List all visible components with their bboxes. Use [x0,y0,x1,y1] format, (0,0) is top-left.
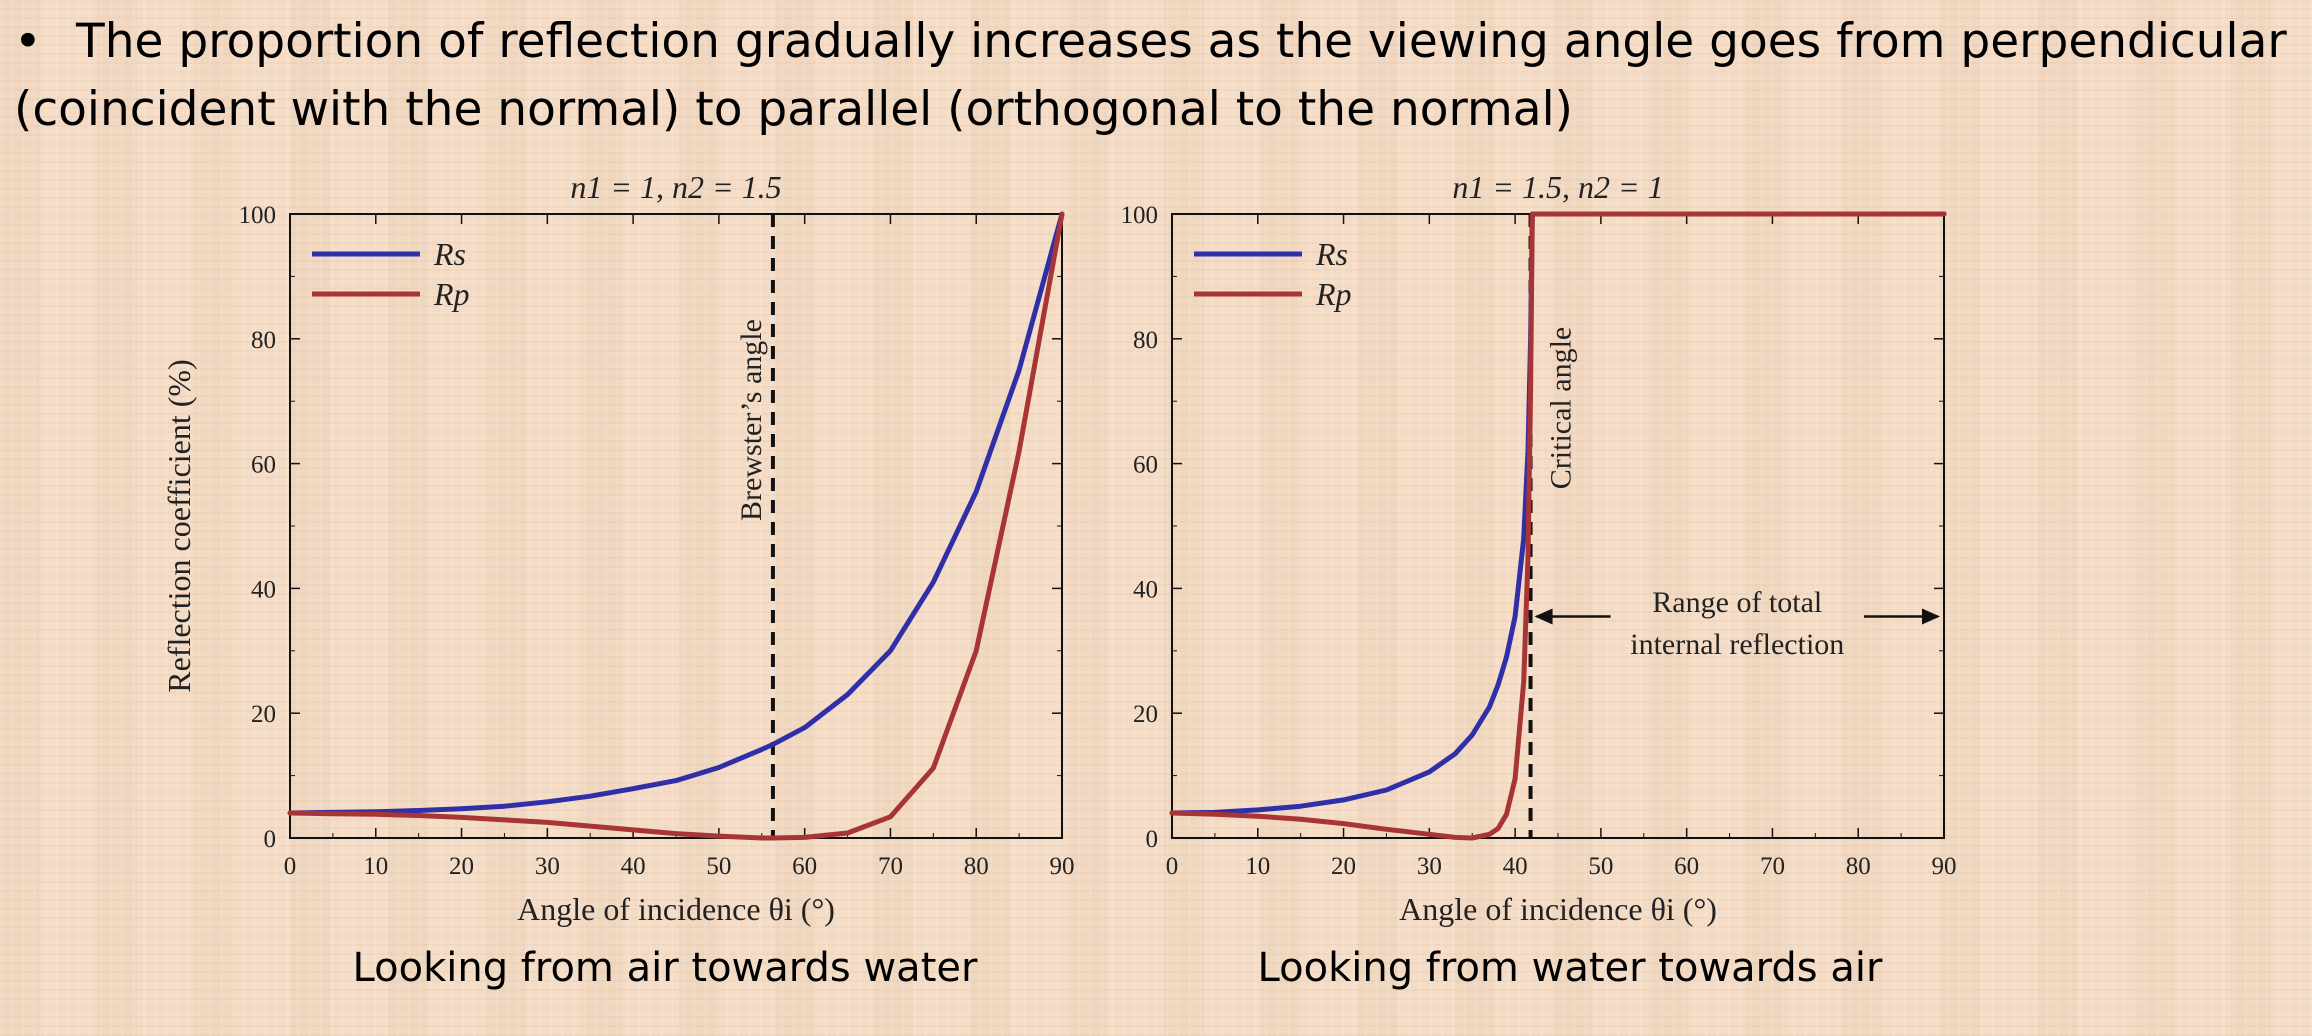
x-tick-label: 80 [964,853,989,880]
x-tick-label: 90 [1932,853,1957,880]
y-tick-label: 40 [1133,576,1158,603]
x-axis-label: Angle of incidence θi (°) [1399,891,1717,927]
plot-frame [1171,213,1945,839]
chart-water-to-air: 0 10 20 30 40 50 60 70 80 90 0 20 40 60 80 100 n1 = 1.5,… [1121,169,1957,927]
legend-label-rp: Rp [1315,276,1352,312]
y-tick-label: 100 [239,202,277,229]
x-tick-label: 10 [1245,853,1270,880]
chart-title: n1 = 1.5, n2 = 1 [1452,169,1663,205]
legend-label-rp: Rp [433,276,470,312]
x-tick-label: 0 [284,853,297,880]
annotation-critical: Critical angle [1545,327,1578,489]
x-axis-label: Angle of incidence θi (°) [517,891,835,927]
arrow-right-head [1922,608,1940,625]
x-tick-label: 30 [1417,853,1442,880]
y-tick-label: 20 [1133,701,1158,728]
x-tick-label: 60 [1674,853,1699,880]
x-tick-label: 20 [449,853,474,880]
y-tick-label: 100 [1121,202,1159,229]
x-tick-label: 70 [878,853,903,880]
y-tick-label: 40 [251,576,276,603]
y-axis-label: Reflection coefficient (%) [161,359,197,692]
bullet-text: The proportion of reflection gradually i… [14,14,2287,137]
y-tick-label: 0 [1146,826,1159,853]
series-line-rs [1169,211,1947,816]
x-tick-label: 10 [363,853,388,880]
y-tick-label: 60 [1133,452,1158,479]
bullet-dot: • [14,14,42,69]
arrow-left-head [1534,608,1553,625]
caption-right: Looking from water towards air [1257,945,1883,991]
bullet-point: • The proportion of reflection gradually … [14,8,2304,144]
x-tick-label: 80 [1846,853,1871,880]
chart-title: n1 = 1, n2 = 1.5 [570,169,781,205]
annotation-tir-line2: internal reflection [1630,628,1844,661]
x-tick-label: 90 [1050,853,1075,880]
series-line-rp [1169,211,1947,841]
series-line-rp [287,211,1065,841]
caption-left: Looking from air towards water [352,945,978,991]
x-tick-label: 60 [792,853,817,880]
x-tick-label: 70 [1760,853,1785,880]
x-tick-label: 50 [706,853,731,880]
legend-label-rs: Rs [1315,236,1348,272]
annotation-brewster: Brewster’s angle [735,319,768,521]
x-tick-label: 40 [621,853,646,880]
y-tick-label: 20 [251,701,276,728]
x-tick-label: 50 [1588,853,1613,880]
y-tick-label: 60 [251,452,276,479]
plot-frame [289,213,1063,839]
y-tick-label: 0 [264,826,277,853]
x-tick-label: 30 [535,853,560,880]
series-line-rs [287,211,1065,816]
x-tick-label: 20 [1331,853,1356,880]
chart-air-to-water: 0 10 20 30 40 50 60 70 80 90 0 20 40 60 80 100 n1 = 1, n… [161,169,1075,927]
annotation-tir-line1: Range of total [1652,586,1822,619]
legend-label-rs: Rs [433,236,466,272]
x-tick-label: 40 [1503,853,1528,880]
y-tick-label: 80 [251,327,276,354]
x-tick-label: 0 [1166,853,1179,880]
y-tick-label: 80 [1133,327,1158,354]
